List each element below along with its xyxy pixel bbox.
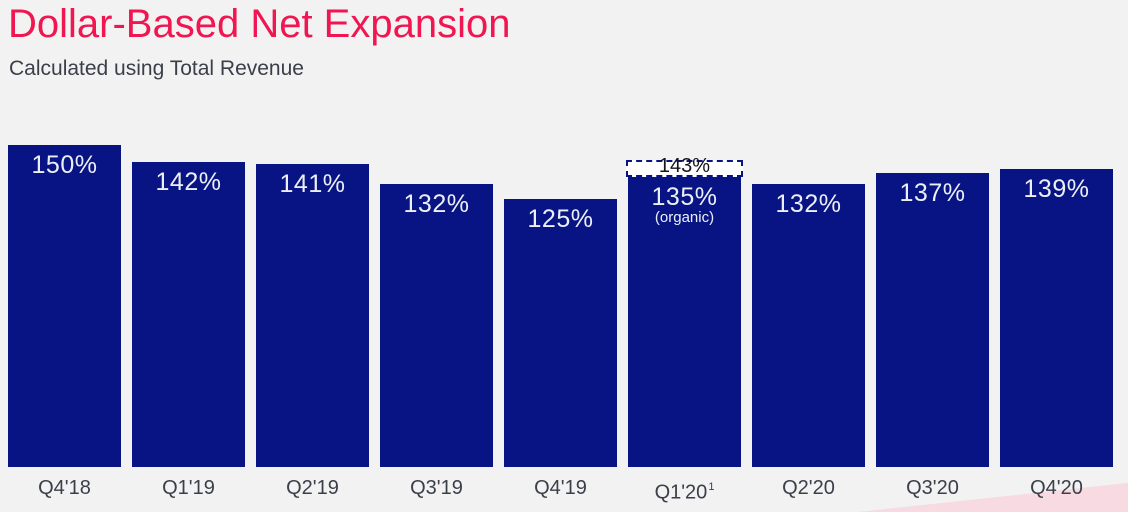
bar: 141%	[256, 164, 369, 467]
axis-label: Q1'201	[654, 481, 715, 504]
bar: 135% (organic) 143%	[626, 156, 743, 467]
bar-value-label: 150%	[31, 151, 98, 179]
footnote-marker: 1	[708, 481, 715, 493]
page-subtitle: Calculated using Total Revenue	[9, 57, 304, 80]
ghost-value-label: 143%	[658, 155, 711, 178]
axis-label: Q2'20	[782, 477, 835, 499]
bar-value-label: 142%	[155, 168, 222, 197]
bar: 150%	[8, 145, 121, 467]
axis-label: Q1'19	[162, 477, 215, 499]
axis-label: Q3'20	[906, 477, 959, 499]
bar: 132%	[380, 183, 493, 467]
ghost-bar: 143%	[626, 155, 743, 178]
bar: 142%	[132, 162, 245, 467]
bar-value-label: 137%	[899, 178, 966, 207]
axis-label: Q3'19	[410, 477, 463, 499]
bar-value-label: 139%	[1023, 174, 1090, 203]
bar-value-label: 125%	[527, 204, 594, 233]
bar-value-label: 141%	[279, 170, 346, 199]
axis-labels: Q4'18 Q1'19 Q2'19 Q3'19 Q4'19 Q1'201 Q2'20 Q3'2…	[8, 476, 1113, 505]
bar: 139%	[1000, 168, 1113, 467]
bar: 137%	[876, 172, 989, 467]
bar: 125%	[504, 198, 617, 467]
axis-label: Q4'19	[534, 477, 587, 499]
bar: 132%	[752, 183, 865, 467]
bar-sublabel: (organic)	[654, 209, 715, 227]
axis-label: Q4'20	[1030, 477, 1083, 499]
bar-value-label: 132%	[775, 189, 842, 218]
axis-label: Q4'18	[38, 477, 91, 499]
axis-label: Q2'19	[286, 477, 339, 499]
bar-chart: 150% 142% 141% 132% 125% 135% (organic) 143% 132…	[8, 145, 1113, 467]
bar-value-label: 132%	[403, 189, 470, 218]
page-title: Dollar-Based Net Expansion	[8, 2, 511, 46]
bar-value-label: 135%	[651, 183, 718, 212]
